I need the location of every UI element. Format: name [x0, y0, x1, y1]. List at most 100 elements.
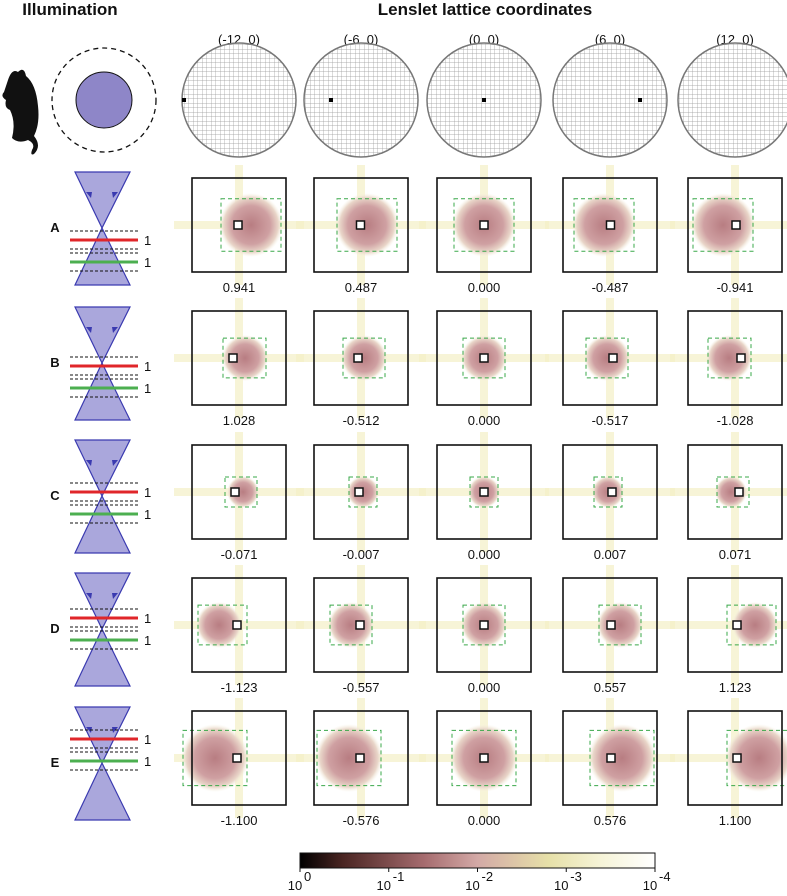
beam-cone — [74, 706, 131, 821]
psf-cell — [174, 432, 304, 552]
psf-cell — [670, 565, 787, 685]
cell-value: 0.000 — [468, 280, 501, 295]
center-marker — [479, 620, 489, 630]
psf-cell — [296, 565, 426, 685]
cell-frame — [191, 177, 287, 273]
psf-cell — [670, 432, 787, 552]
cell-frame — [436, 577, 532, 673]
center-marker — [606, 753, 616, 763]
psf-blob — [588, 724, 656, 792]
roi-box — [716, 476, 750, 508]
roi-box — [726, 604, 777, 646]
lattice-marker — [638, 98, 642, 102]
psf-cell — [545, 698, 675, 818]
lenslet-lattice — [677, 42, 787, 158]
colorbar-exponent: -2 — [482, 869, 494, 884]
cell-value: -1.028 — [717, 413, 754, 428]
cell-value: 0.000 — [468, 680, 501, 695]
line-label: 1 — [144, 359, 151, 374]
psf-blob — [706, 335, 752, 381]
psf-blob — [691, 193, 755, 257]
roi-box — [726, 729, 787, 787]
center-marker — [479, 220, 489, 230]
cell-frame — [436, 177, 532, 273]
cell-frame — [687, 177, 783, 273]
roi-box — [598, 604, 642, 646]
psf-cell — [174, 698, 304, 818]
roi-box — [462, 337, 506, 379]
lattice-marker — [482, 98, 486, 102]
psf-cell — [419, 298, 549, 418]
psf-cell — [174, 298, 304, 418]
line-label: 1 — [144, 611, 151, 626]
psf-cell — [419, 165, 549, 285]
psf-blob — [219, 193, 283, 257]
cell-frame — [687, 310, 783, 406]
psf-blob — [341, 335, 387, 381]
cell-value: 0.487 — [345, 280, 378, 295]
center-marker — [606, 620, 616, 630]
cell-value: -0.007 — [343, 547, 380, 562]
roi-box — [197, 604, 248, 646]
center-marker — [479, 353, 489, 363]
cell-value: -1.123 — [221, 680, 258, 695]
psf-cell — [545, 432, 675, 552]
cell-value: 1.100 — [719, 813, 752, 828]
psf-blob — [222, 335, 268, 381]
cell-frame — [436, 710, 532, 806]
beam-cone — [74, 306, 131, 421]
center-marker — [608, 353, 618, 363]
lenslet-lattice — [552, 42, 668, 158]
psf-blob — [227, 476, 259, 508]
psf-cell — [296, 298, 426, 418]
line-label: 1 — [144, 507, 151, 522]
pupil-outline — [51, 47, 157, 153]
line-label: 1 — [144, 255, 151, 270]
colorbar-base: 10 — [288, 878, 302, 893]
colorbar-base: 10 — [465, 878, 479, 893]
center-marker — [228, 353, 238, 363]
psf-cell — [670, 298, 787, 418]
psf-cell — [545, 165, 675, 285]
roi-box — [593, 476, 623, 508]
roi-box — [585, 337, 629, 379]
cell-value: -0.487 — [592, 280, 629, 295]
center-marker — [607, 487, 617, 497]
cell-frame — [562, 177, 658, 273]
illumination-title: Illumination — [22, 0, 117, 19]
colorbar-exponent: 0 — [304, 869, 311, 884]
roi-box — [707, 337, 752, 379]
cell-value: -0.941 — [717, 280, 754, 295]
cell-frame — [562, 577, 658, 673]
cell-frame — [562, 444, 658, 540]
colorbar-base: 10 — [643, 878, 657, 893]
center-marker — [354, 487, 364, 497]
cell-frame — [191, 710, 287, 806]
center-marker — [355, 620, 365, 630]
cell-value: 0.071 — [719, 547, 752, 562]
cell-value: -0.071 — [221, 547, 258, 562]
psf-cell — [419, 565, 549, 685]
psf-cell — [419, 432, 549, 552]
roi-box — [692, 198, 754, 252]
psf-blob — [584, 335, 630, 381]
center-marker — [233, 220, 243, 230]
line-label: 1 — [144, 754, 151, 769]
roi-box — [462, 604, 506, 646]
lattice-marker — [182, 98, 186, 102]
roi-box — [573, 198, 635, 252]
cell-frame — [313, 577, 409, 673]
psf-blob — [732, 602, 778, 648]
lenslet-lattice — [181, 42, 297, 158]
row-label: A — [50, 220, 60, 235]
row-label: B — [50, 355, 59, 370]
cell-value: 1.123 — [719, 680, 752, 695]
line-label: 1 — [144, 732, 151, 747]
center-marker — [355, 220, 366, 230]
mouse-icon — [2, 69, 39, 155]
cell-value: 0.007 — [594, 547, 627, 562]
cell-frame — [313, 177, 409, 273]
center-marker — [232, 753, 242, 763]
psf-blob — [315, 724, 383, 792]
cell-value: -0.517 — [592, 413, 629, 428]
